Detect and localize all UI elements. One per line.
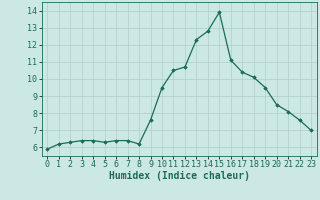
X-axis label: Humidex (Indice chaleur): Humidex (Indice chaleur) <box>109 171 250 181</box>
